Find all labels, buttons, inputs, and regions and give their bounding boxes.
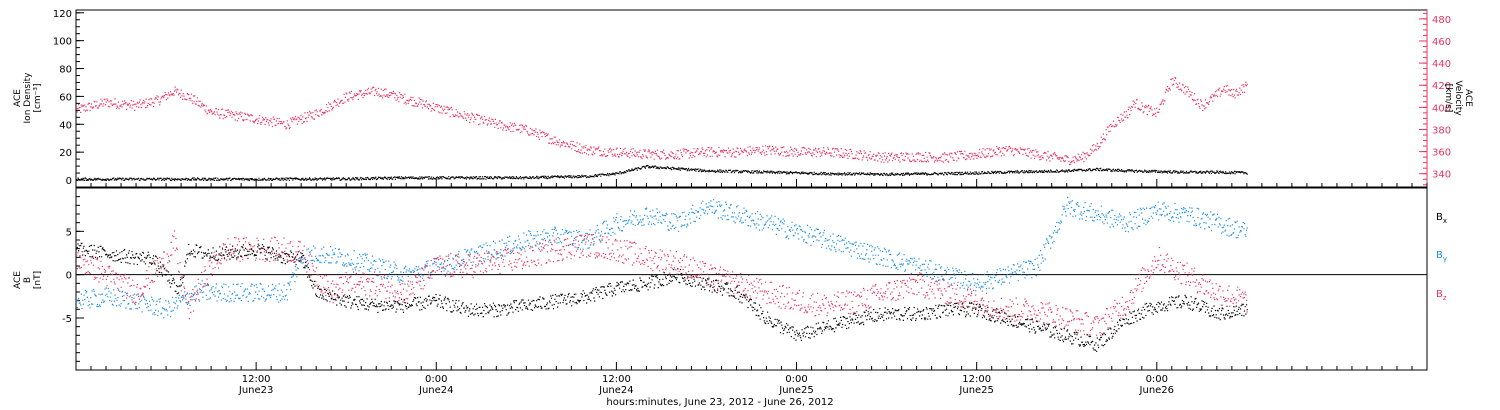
left-tick-label: 0 xyxy=(66,176,72,187)
density-series xyxy=(76,164,1248,182)
x-tick-date: June24 xyxy=(598,385,634,396)
legend-label: B xyxy=(1436,212,1443,223)
left-tick-label: 80 xyxy=(59,65,72,76)
x-tick-time: 0:00 xyxy=(425,374,447,385)
density-ylabel-line: ACE xyxy=(13,89,23,107)
left-tick-label: 120 xyxy=(53,9,72,20)
density-series-points xyxy=(76,164,1248,182)
x-tick-date: June25 xyxy=(958,385,994,396)
b-ylabel: ACEB[nT] xyxy=(13,271,43,289)
bottom-frame xyxy=(75,187,1428,371)
x-tick-date: June24 xyxy=(418,385,454,396)
right-tick-label: 440 xyxy=(1432,59,1451,70)
density-ylabel: ACEIon Density[cm⁻³] xyxy=(13,72,43,124)
x-tick-time: 12:00 xyxy=(602,374,631,385)
x-tick-date: June23 xyxy=(238,385,274,396)
left-tick-label: 60 xyxy=(59,92,72,103)
velocity-series xyxy=(76,76,1248,166)
b-ylabel-line: [nT] xyxy=(33,271,43,289)
time-axis: 12:00June230:00June2412:00June240:00June… xyxy=(75,179,1428,396)
legend-subscript: z xyxy=(1443,294,1447,302)
legend-label: B xyxy=(1436,289,1443,300)
legend-by: By xyxy=(1436,250,1447,263)
bx-series-points xyxy=(76,242,1248,352)
right-tick-label: 340 xyxy=(1432,170,1451,181)
b-ylabel-line: ACE xyxy=(13,271,23,289)
b-ylabel-line: B xyxy=(23,277,33,283)
velocity-ylabel-line: [km/s] xyxy=(1443,84,1453,113)
ion-density-velocity-panel: 0 20 40 60 80 100 120 340 360 380 400 420 440 460 480 A… xyxy=(13,9,1473,188)
x-tick-time: 12:00 xyxy=(962,374,991,385)
right-tick-label: 380 xyxy=(1432,125,1451,136)
x-tick-time: 12:00 xyxy=(242,374,271,385)
legend-bz: Bz xyxy=(1436,289,1447,302)
b-tick-label: -5 xyxy=(62,314,72,325)
legend-bx: Bx xyxy=(1436,212,1447,225)
left-tick-label: 40 xyxy=(59,120,72,131)
right-tick-label: 420 xyxy=(1432,81,1451,92)
velocity-ylabel: ACEVelocity[km/s] xyxy=(1443,80,1473,116)
density-ylabel-line: [cm⁻³] xyxy=(33,83,43,112)
left-tick-label: 20 xyxy=(59,148,72,159)
right-tick-label: 480 xyxy=(1432,15,1451,26)
b-tick-label: 0 xyxy=(66,271,72,282)
left-tick-label: 100 xyxy=(53,37,72,48)
x-tick-date: June26 xyxy=(1139,385,1175,396)
velocity-ylabel-line: Velocity xyxy=(1453,80,1463,116)
velocity-ylabel-line: ACE xyxy=(1463,89,1473,107)
legend-subscript: x xyxy=(1443,217,1447,225)
x-axis-label: hours:minutes, June 23, 2012 - June 26, … xyxy=(606,397,833,408)
top-frame xyxy=(75,9,1428,188)
legend-subscript: y xyxy=(1443,255,1447,263)
right-tick-label: 400 xyxy=(1432,103,1451,114)
x-tick-time: 0:00 xyxy=(785,374,807,385)
b-tick-label: 5 xyxy=(66,227,72,238)
right-tick-label: 460 xyxy=(1432,37,1451,48)
density-ylabel-line: Ion Density xyxy=(23,72,33,124)
right-tick-label: 360 xyxy=(1432,148,1451,159)
x-tick-date: June25 xyxy=(778,385,814,396)
x-tick-time: 0:00 xyxy=(1146,374,1168,385)
velocity-series-points xyxy=(76,76,1248,166)
legend-label: B xyxy=(1436,250,1443,261)
bx-series xyxy=(76,242,1248,352)
